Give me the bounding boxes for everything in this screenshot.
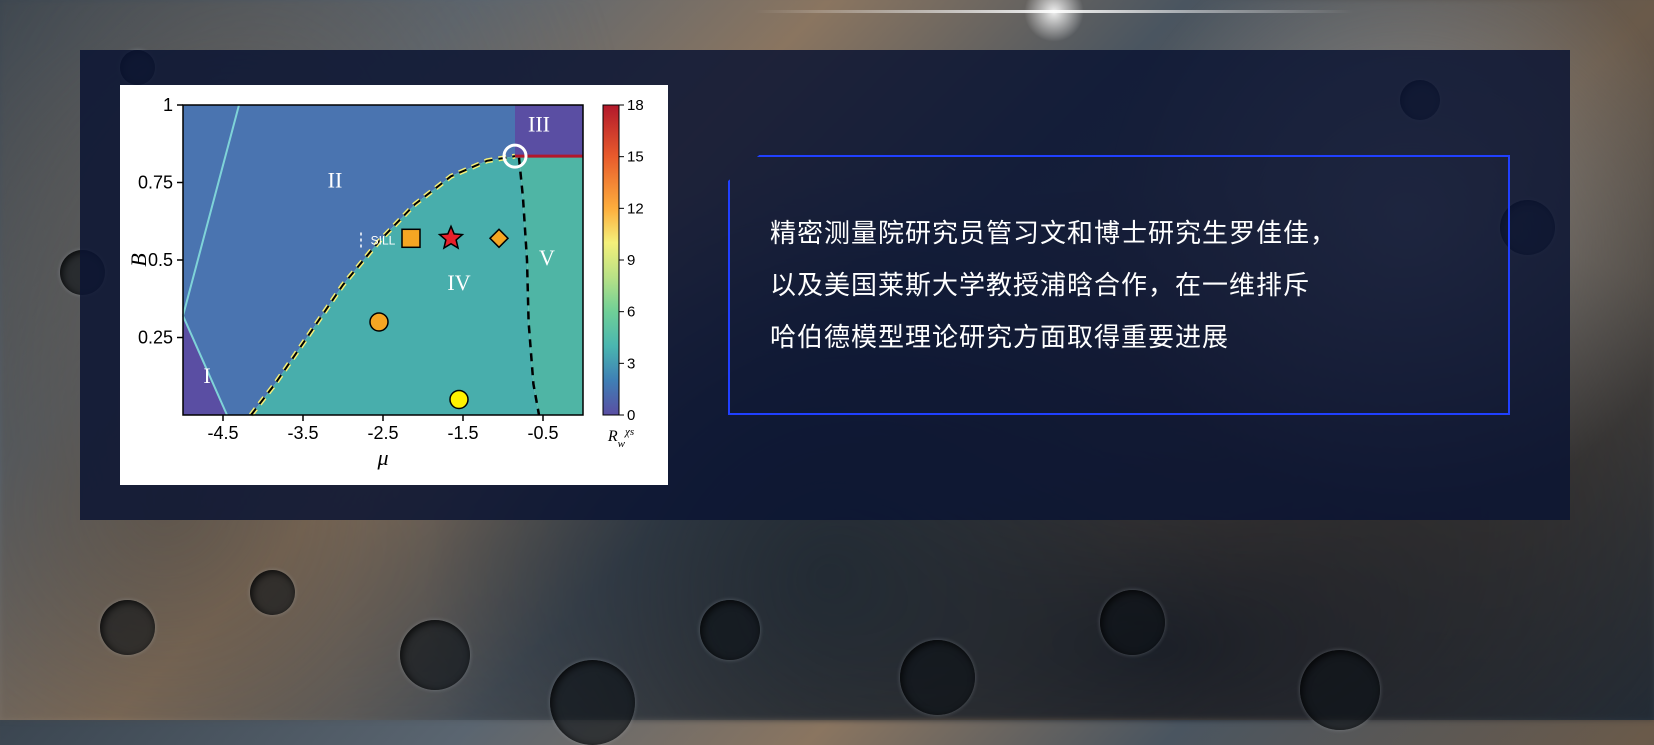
svg-text:0.5: 0.5	[148, 250, 173, 270]
svg-text:0: 0	[627, 407, 635, 424]
svg-text:-3.5: -3.5	[287, 423, 318, 443]
svg-text:V: V	[539, 245, 555, 270]
svg-text:B: B	[128, 253, 151, 266]
svg-text:6: 6	[627, 304, 635, 321]
description-line-1: 精密测量院研究员管习文和博士研究生罗佳佳，	[770, 218, 1337, 248]
svg-text:-1.5: -1.5	[447, 423, 478, 443]
svg-text:-4.5: -4.5	[207, 423, 238, 443]
svg-text:9: 9	[627, 252, 635, 269]
svg-text:SILL: SILL	[371, 234, 396, 248]
svg-text:II: II	[328, 168, 343, 193]
svg-text:-0.5: -0.5	[527, 423, 558, 443]
phase-diagram-card: SILLIIIIIIIVV-4.5-3.5-2.5-1.5-0.50.250.5…	[120, 85, 668, 485]
main-content-panel: SILLIIIIIIIVV-4.5-3.5-2.5-1.5-0.50.250.5…	[80, 50, 1570, 520]
lens-flare	[754, 10, 1354, 13]
svg-text:III: III	[528, 112, 550, 137]
svg-text:Rwχs: Rwχs	[607, 426, 634, 450]
svg-text:18: 18	[627, 97, 644, 114]
svg-text:I: I	[203, 363, 210, 388]
svg-text:μ: μ	[376, 445, 388, 470]
svg-text:-2.5: -2.5	[367, 423, 398, 443]
svg-text:0.75: 0.75	[138, 173, 173, 193]
phase-diagram-chart: SILLIIIIIIIVV-4.5-3.5-2.5-1.5-0.50.250.5…	[128, 95, 658, 475]
svg-text:12: 12	[627, 200, 644, 217]
description-line-2: 以及美国莱斯大学教授浦晗合作，在一维排斥	[770, 270, 1310, 300]
description-panel: 精密测量院研究员管习文和博士研究生罗佳佳， 以及美国莱斯大学教授浦晗合作，在一维…	[728, 155, 1510, 415]
description-line-3: 哈伯德模型理论研究方面取得重要进展	[770, 322, 1229, 352]
svg-text:0.25: 0.25	[138, 328, 173, 348]
svg-text:1: 1	[163, 95, 173, 115]
svg-text:15: 15	[627, 149, 644, 166]
svg-text:IV: IV	[447, 270, 470, 295]
phase-diagram-svg-wrap: SILLIIIIIIIVV-4.5-3.5-2.5-1.5-0.50.250.5…	[128, 95, 658, 475]
svg-text:3: 3	[627, 355, 635, 372]
